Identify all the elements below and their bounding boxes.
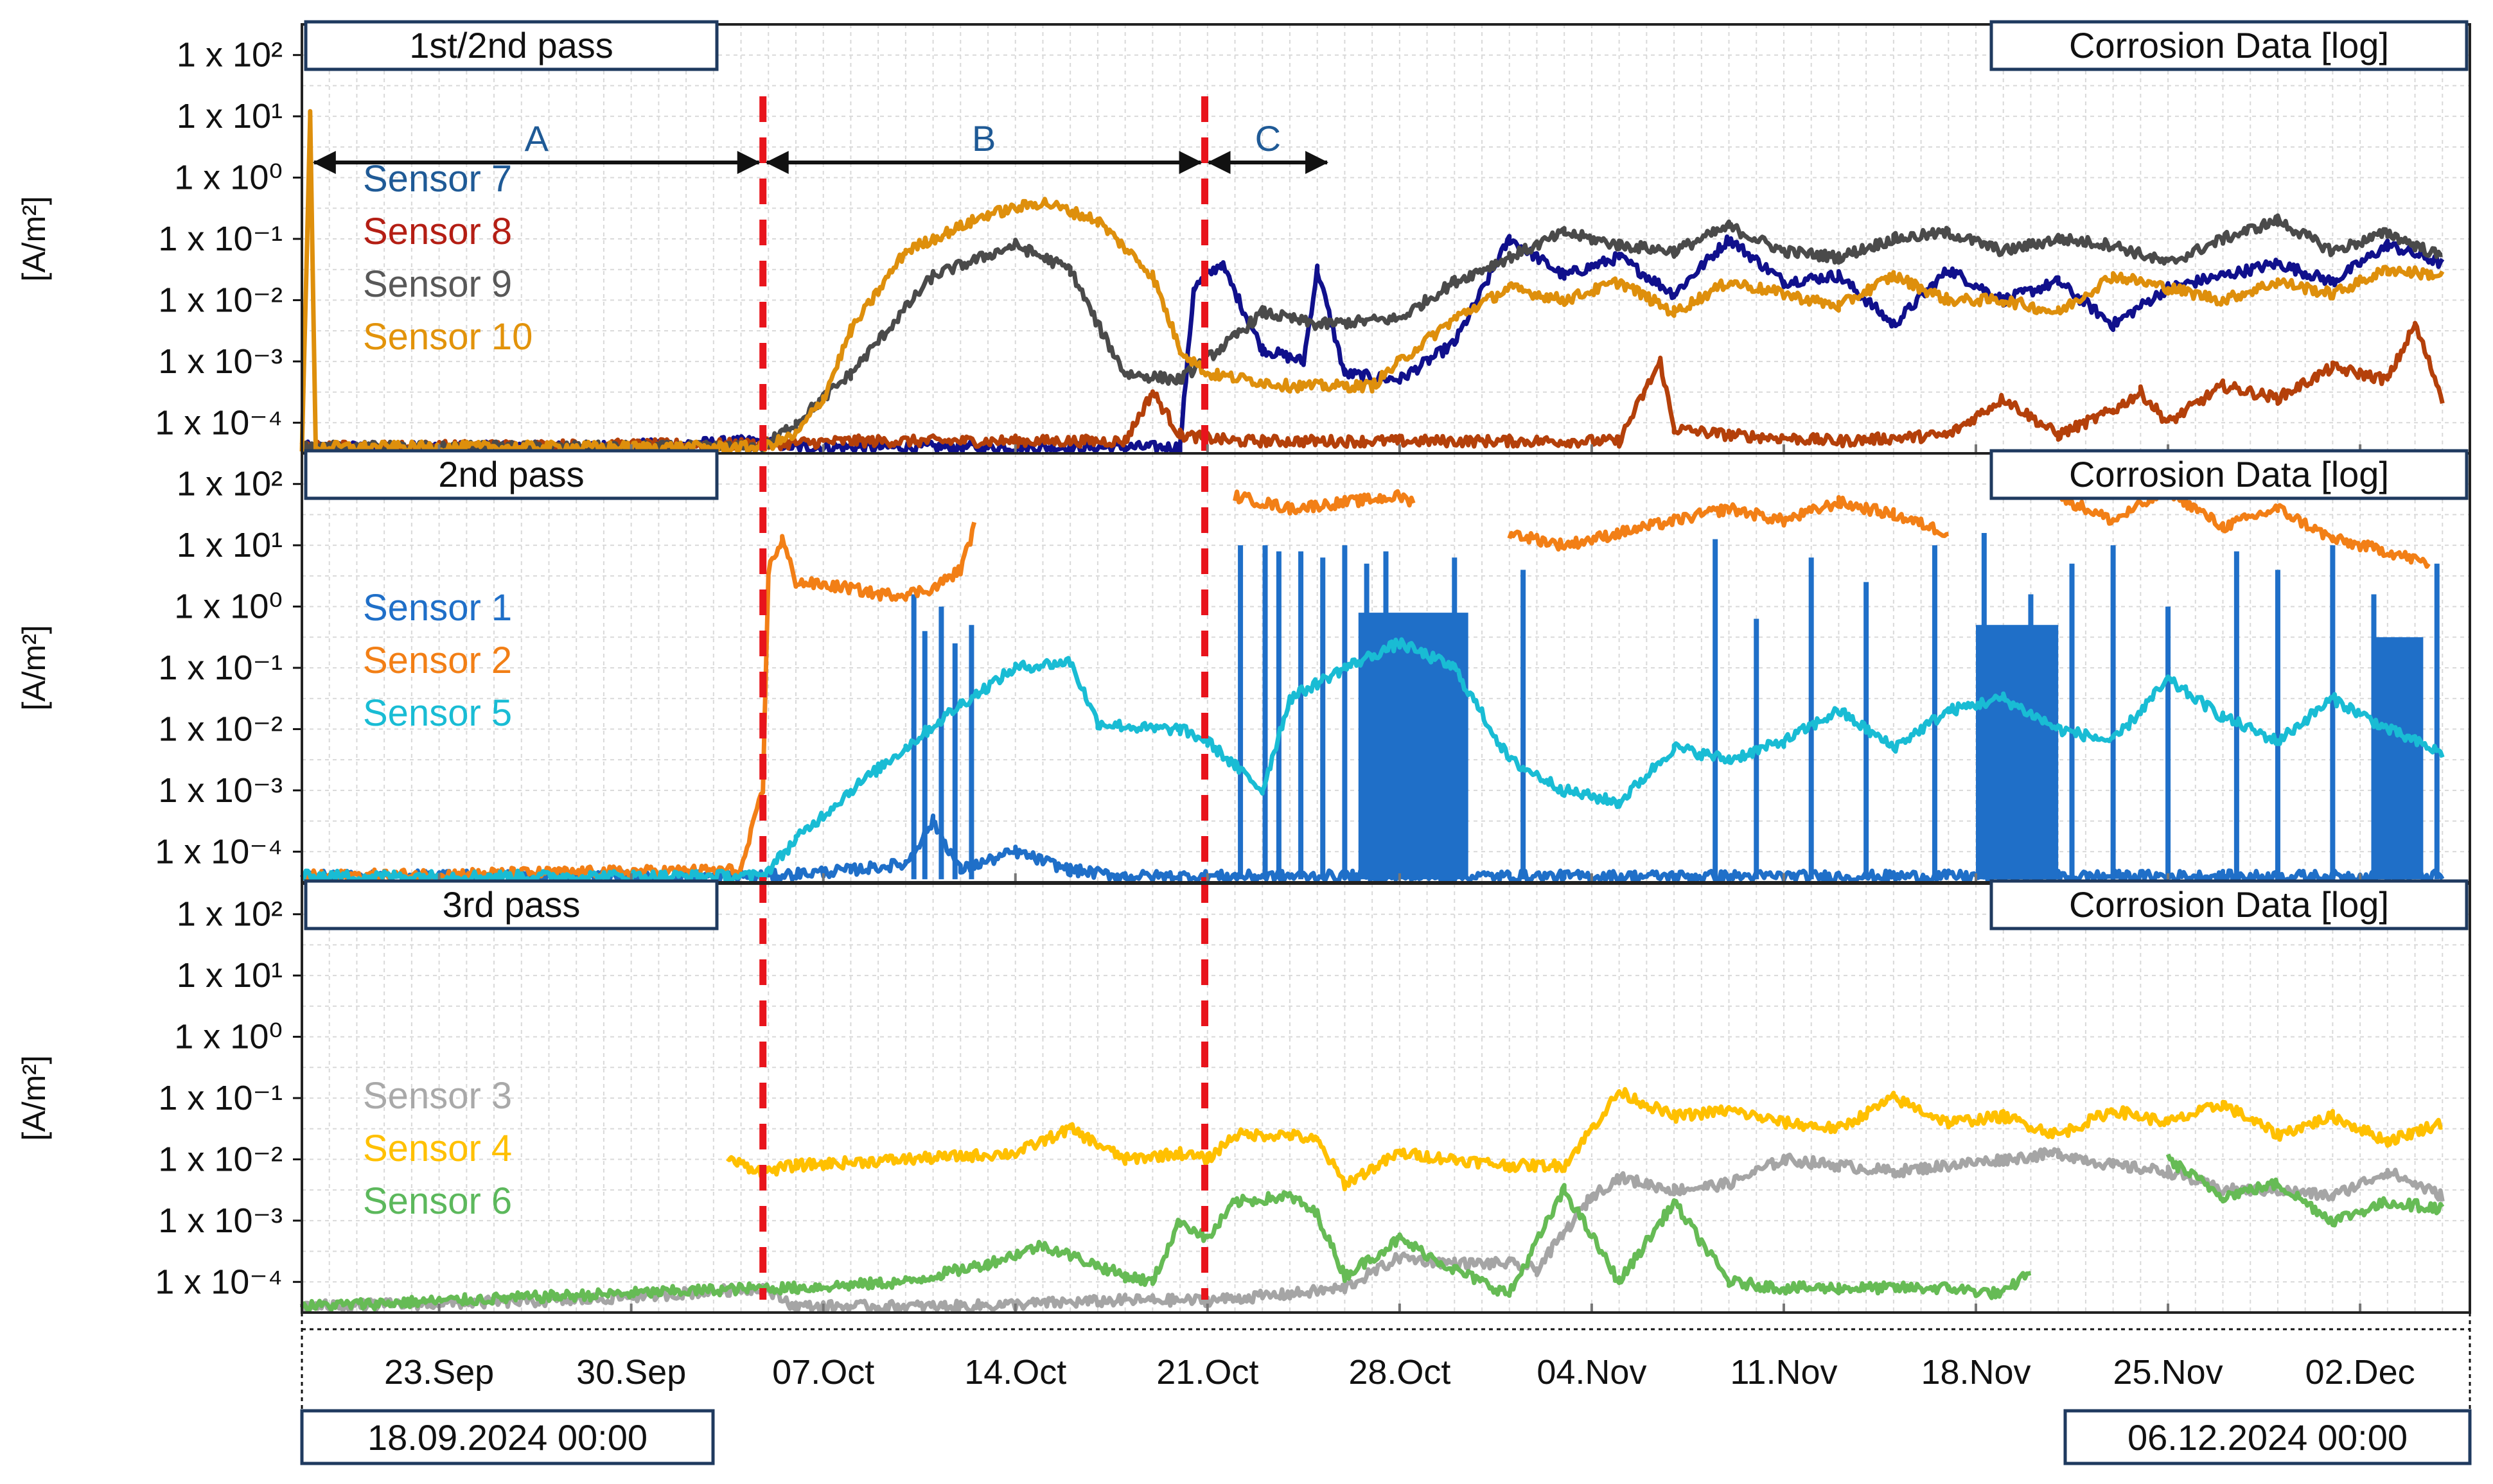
end-date-box xyxy=(2063,1409,2472,1465)
phase-label-a: A xyxy=(525,118,549,159)
y-axis-title: [A/m²] xyxy=(16,1055,52,1140)
corner-label-box xyxy=(1989,20,2469,71)
legend-sensor-3: Sensor 3 xyxy=(363,1075,512,1117)
y-tick-label: 1 x 10⁻¹ xyxy=(158,1079,283,1117)
series-line-sensor-10 xyxy=(299,109,2445,454)
series-line-sensor-6 xyxy=(2165,1153,2445,1228)
corner-label: Corrosion Data [log] xyxy=(2069,454,2389,494)
y-tick-label: 1 x 10⁰ xyxy=(174,159,283,197)
y-tick-label: 1 x 10⁻³ xyxy=(158,342,283,381)
y-tick-label: 1 x 10⁰ xyxy=(174,1018,283,1056)
y-tick-label: 1 x 10⁻³ xyxy=(158,1201,283,1240)
panel-title-box xyxy=(304,879,719,930)
panel-frame xyxy=(301,882,2471,1314)
phase-arrow-tail xyxy=(312,151,336,174)
series-line-sensor-9 xyxy=(300,213,2443,454)
y-tick-label: 1 x 10¹ xyxy=(177,97,283,135)
legend-sensor-1: Sensor 1 xyxy=(363,587,512,629)
phase-label-b: B xyxy=(972,118,996,159)
y-axis-title: [A/m²] xyxy=(16,625,52,710)
phase-arrow-head xyxy=(737,151,761,174)
corner-label-box xyxy=(1989,449,2469,500)
y-tick-label: 1 x 10¹ xyxy=(177,956,283,995)
corner-label: Corrosion Data [log] xyxy=(2069,884,2389,925)
x-tick-label: 23.Sep xyxy=(384,1353,494,1392)
legend-sensor-2: Sensor 2 xyxy=(363,640,512,681)
x-tick-label: 21.Oct xyxy=(1156,1353,1258,1392)
x-tick-label: 18.Nov xyxy=(1921,1353,2031,1392)
legend-sensor-9: Sensor 9 xyxy=(363,263,512,305)
x-tick-label: 25.Nov xyxy=(2113,1353,2223,1392)
panel-title-box xyxy=(304,20,719,71)
x-tick-label: 04.Nov xyxy=(1537,1353,1646,1392)
panel-title: 2nd pass xyxy=(438,454,584,494)
series-line-sensor-2 xyxy=(1233,489,1416,516)
corner-label-box xyxy=(1989,879,2469,930)
legend-sensor-7: Sensor 7 xyxy=(363,158,512,200)
legend-sensor-4: Sensor 4 xyxy=(363,1128,512,1169)
legend-sensor-5: Sensor 5 xyxy=(363,692,512,734)
x-tick-label: 07.Oct xyxy=(772,1353,874,1392)
start-date-box xyxy=(300,1409,715,1465)
y-tick-label: 1 x 10⁻⁴ xyxy=(155,832,283,871)
x-tick-label: 02.Dec xyxy=(2305,1353,2415,1392)
phase-arrow-tail xyxy=(1207,151,1231,174)
y-tick-label: 1 x 10² xyxy=(177,36,283,74)
x-tick-label: 14.Oct xyxy=(964,1353,1066,1392)
y-tick-label: 1 x 10⁰ xyxy=(174,588,283,626)
corner-label: Corrosion Data [log] xyxy=(2069,25,2389,65)
marker-layer xyxy=(759,96,1209,1300)
y-tick-label: 1 x 10⁻³ xyxy=(158,771,283,810)
series-layer xyxy=(299,109,2445,1313)
series-line-sensor-5 xyxy=(301,637,2445,883)
phase-arrow-head xyxy=(1179,151,1202,174)
legend-sensor-6: Sensor 6 xyxy=(363,1180,512,1222)
panel-title: 3rd pass xyxy=(443,884,581,925)
y-tick-label: 1 x 10² xyxy=(177,465,283,503)
y-tick-label: 1 x 10¹ xyxy=(177,526,283,564)
series-band-sensor-1 xyxy=(1976,625,2059,880)
series-band-sensor-1 xyxy=(2374,637,2424,880)
y-tick-label: 1 x 10⁻² xyxy=(158,1140,283,1178)
legend-sensor-10: Sensor 10 xyxy=(363,316,533,358)
start-date-label: 18.09.2024 00:00 xyxy=(367,1417,647,1458)
y-tick-label: 1 x 10⁻¹ xyxy=(158,220,283,258)
text-layer: Sensor 7 Sensor 8 Sensor 9 Sensor 10 1 x 10²… xyxy=(16,20,2472,1465)
y-axis-title: [A/m²] xyxy=(16,196,52,281)
y-tick-label: 1 x 10⁻² xyxy=(158,281,283,319)
y-tick-label: 1 x 10⁻⁴ xyxy=(155,403,283,442)
x-tick-label: 11.Nov xyxy=(1730,1353,1837,1392)
y-tick-label: 1 x 10⁻⁴ xyxy=(155,1262,283,1301)
series-line-sensor-2 xyxy=(1507,495,1949,552)
series-line-sensor-4 xyxy=(726,1087,2443,1192)
y-tick-label: 1 x 10² xyxy=(177,895,283,934)
x-tick-label: 28.Oct xyxy=(1348,1353,1450,1392)
series-line-sensor-6 xyxy=(299,1183,2032,1313)
x-tick-label: 30.Sep xyxy=(576,1353,686,1392)
end-date-label: 06.12.2024 00:00 xyxy=(2127,1417,2408,1458)
series-line-sensor-2 xyxy=(2056,484,2431,569)
phase-arrow-head xyxy=(1305,151,1329,174)
y-tick-label: 1 x 10⁻¹ xyxy=(158,649,283,687)
phase-arrow-tail xyxy=(765,151,789,174)
legend-sensor-8: Sensor 8 xyxy=(363,211,512,252)
phase-label-c: C xyxy=(1255,118,1281,159)
series-line-sensor-3 xyxy=(299,1147,2445,1313)
panel-title-box xyxy=(304,449,719,500)
panel-title: 1st/2nd pass xyxy=(409,25,613,65)
annotation-layer xyxy=(301,151,2471,1410)
y-tick-label: 1 x 10⁻² xyxy=(158,710,283,748)
